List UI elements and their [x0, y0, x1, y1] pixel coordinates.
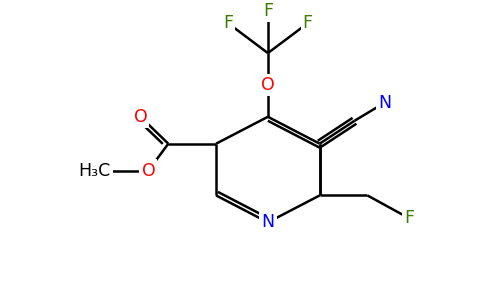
Text: F: F	[223, 14, 233, 32]
Text: N: N	[261, 213, 274, 231]
Text: O: O	[141, 162, 155, 180]
Text: O: O	[134, 108, 147, 126]
Text: O: O	[261, 76, 275, 94]
Text: F: F	[302, 14, 313, 32]
Text: N: N	[378, 94, 391, 112]
Text: H₃C: H₃C	[78, 162, 110, 180]
Text: F: F	[263, 2, 273, 20]
Text: F: F	[404, 209, 414, 227]
